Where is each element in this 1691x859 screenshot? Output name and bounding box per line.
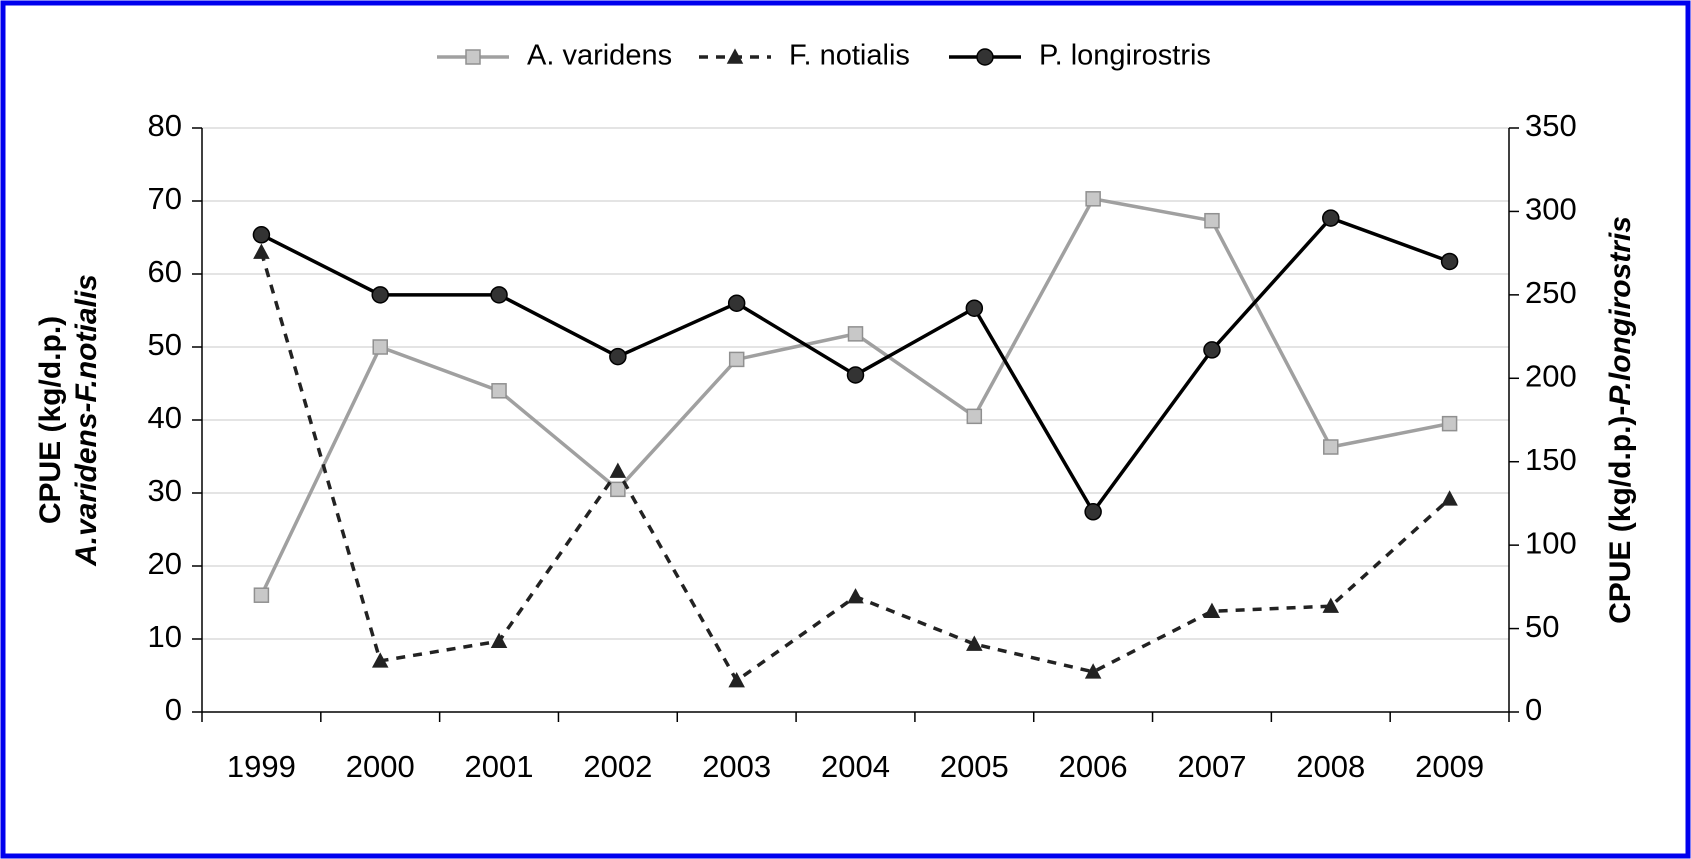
marker [253,587,270,603]
marker [1323,439,1339,455]
marker [1322,209,1340,227]
y-axis-label: A.varidens-F.notialis [70,274,103,567]
y2-tick-label: 250 [1525,275,1577,310]
marker [847,326,864,342]
marker [727,294,746,312]
marker [728,351,745,368]
x-tick-label: 2009 [1415,749,1484,784]
y2-tick-label: 150 [1525,442,1577,477]
x-tick-label: 2001 [465,749,534,784]
marker [1441,490,1458,506]
y-axis-label: CPUE (kg/d.p.) [34,316,67,524]
legend-label: F. notialis [789,40,910,72]
marker [371,286,389,304]
x-tick-label: 2006 [1059,749,1128,784]
marker [1322,597,1340,613]
x-tick-label: 2002 [583,749,652,784]
marker [1085,191,1101,207]
x-tick-label: 2005 [940,749,1009,784]
marker [966,408,983,425]
marker [253,243,270,259]
legend-label: A. varidens [527,40,672,72]
x-tick-label: 2004 [821,749,890,784]
y-tick-label: 50 [148,327,182,362]
marker [846,366,865,384]
y-tick-label: 10 [148,619,182,654]
y-tick-label: 30 [148,473,182,508]
y2-axis-label: CPUE (kg/d.p.)- [1604,406,1637,624]
marker [609,347,627,366]
marker [1203,602,1221,619]
marker [490,632,508,648]
y2-tick-label: 0 [1525,692,1542,727]
y-tick-label: 70 [148,181,182,216]
x-tick-label: 2008 [1296,749,1365,784]
y2-tick-label: 100 [1525,525,1577,560]
marker [1440,252,1459,271]
marker [490,286,508,304]
y2-tick-label: 200 [1525,358,1577,393]
legend-label: P. longirostris [1039,40,1211,72]
y-tick-label: 60 [148,254,182,289]
x-tick-label: 2000 [346,749,415,784]
y2-tick-label: 350 [1525,108,1577,143]
x-tick-label: 2003 [702,749,771,784]
y2-axis-label: P.longirostris [1604,216,1637,406]
marker [252,226,271,244]
legend-marker [976,48,994,66]
y-tick-label: 0 [165,692,182,727]
legend-marker [465,49,481,65]
marker [847,588,864,604]
y-tick-label: 40 [148,400,182,435]
y2-tick-label: 300 [1525,192,1577,227]
marker [609,462,627,478]
marker [965,299,984,317]
marker [610,481,626,498]
marker [1204,212,1220,229]
x-tick-label: 1999 [227,749,296,784]
marker [966,635,983,651]
legend: A. varidens F. notialis P. longirostris [437,40,1211,72]
marker [728,672,745,688]
marker [1203,341,1221,359]
marker [1084,663,1102,679]
x-tick-label: 2007 [1177,749,1246,784]
marker [1084,503,1102,521]
y2-axis-label: CPUE (kg/d.p.)-P.longirostris [1604,216,1637,624]
marker [1441,415,1458,432]
y-tick-label: 20 [148,546,182,581]
y-tick-label: 80 [148,108,182,143]
legend-marker [726,48,744,64]
marker [372,339,388,355]
y2-tick-label: 50 [1525,609,1559,644]
marker [491,383,507,399]
marker [371,652,389,668]
